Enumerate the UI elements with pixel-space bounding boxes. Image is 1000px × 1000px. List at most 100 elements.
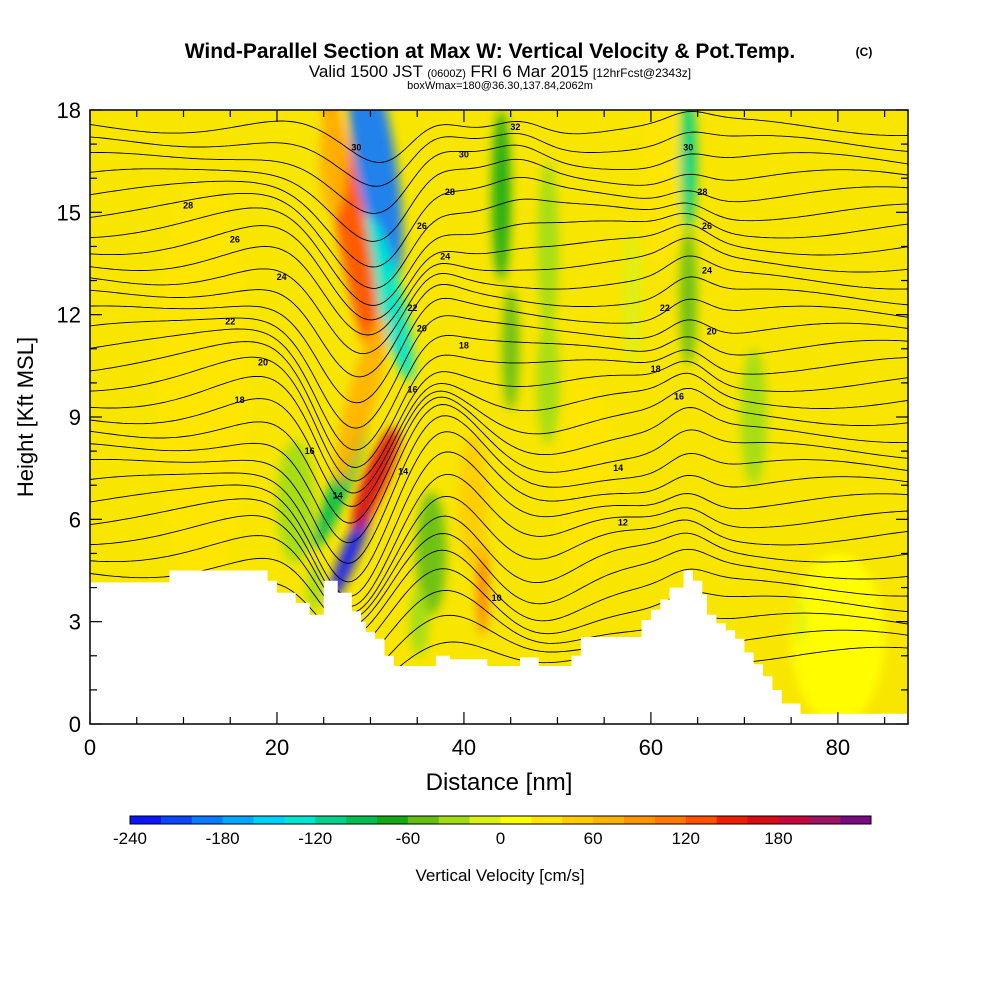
- terrain-mask: [90, 570, 908, 724]
- x-tick-label: 20: [265, 735, 289, 760]
- theta-contour-26: [90, 192, 908, 289]
- contour-label-17: 20: [417, 323, 427, 333]
- velocity-feature-13: [502, 287, 520, 411]
- copyright-mark: (C): [856, 45, 873, 59]
- colorbar-frame: [129, 815, 872, 825]
- subtitle-utc: (0600Z): [427, 68, 466, 80]
- theta-contour-8: [90, 473, 908, 607]
- y-tick-label: 15: [57, 200, 81, 225]
- colorbar-swatch-21: [778, 816, 810, 824]
- velocity-feature-17: [679, 229, 697, 366]
- velocity-feature-9: [409, 587, 429, 656]
- contour-label-24: 16: [674, 392, 684, 402]
- velocity-feature-20: [276, 440, 315, 564]
- x-axis: 0 20 40 60 80: [84, 110, 886, 760]
- colorbar-tick-label: 0: [496, 829, 505, 848]
- contour-label-27: 14: [613, 463, 623, 473]
- x-tick-label: 0: [84, 735, 96, 760]
- contour-label-10: 24: [277, 272, 287, 282]
- theta-contour-19: [90, 315, 908, 429]
- theta-contour-31: [90, 111, 908, 163]
- theta-contour-28: [90, 158, 908, 242]
- x-axis-label: Distance [nm]: [426, 769, 573, 796]
- colorbar-tick-label: 180: [764, 829, 792, 848]
- colorbar-tick-label: -60: [396, 829, 421, 848]
- contour-label-1: 30: [459, 149, 469, 159]
- y-tick-label: 18: [57, 98, 81, 123]
- colorbar-tick-label: -180: [206, 829, 240, 848]
- y-tick-label: 9: [69, 405, 81, 430]
- theta-contour-16: [90, 356, 908, 482]
- velocity-feature-6: [351, 427, 399, 530]
- velocity-feature-25: [791, 553, 885, 724]
- contour-label-18: 20: [707, 327, 717, 337]
- colorbar-swatch-23: [840, 816, 872, 824]
- colorbar-swatch-8: [377, 816, 409, 824]
- plot-area: 30 30 30 32 28 28 28 26 26 26 24 24 24 22 22 22 20 20 20 18…: [90, 110, 908, 724]
- contour-label-7: 26: [230, 235, 240, 245]
- colorbar-swatch-16: [624, 816, 656, 824]
- theta-contour-15: [90, 372, 908, 494]
- colorbar-swatch-12: [500, 816, 532, 824]
- colorbar-tick-label: 120: [672, 829, 700, 848]
- subtitle-forecast: [12hrFcst@2343z]: [593, 66, 691, 80]
- contour-labels: 30 30 30 32 28 28 28 26 26 26 24 24 24 22 22 22 20 20 20 18…: [183, 122, 717, 603]
- theta-contour-13: [90, 396, 908, 524]
- colorbar-swatch-5: [284, 816, 316, 824]
- contour-label-6: 28: [697, 187, 707, 197]
- contour-label-20: 18: [459, 340, 469, 350]
- velocity-feature-23: [557, 382, 614, 588]
- contour-label-11: 24: [440, 252, 450, 262]
- contour-label-5: 28: [445, 187, 455, 197]
- velocity-feature-18: [622, 229, 642, 366]
- subtitle-date: FRI 6 Mar 2015: [470, 62, 588, 81]
- velocity-feature-24: [641, 110, 679, 264]
- theta-contour-12: [90, 404, 908, 544]
- theta-contour-6: [90, 515, 908, 619]
- colorbar-swatch-11: [469, 816, 501, 824]
- y-tick-label: 12: [57, 303, 81, 328]
- contour-label-21: 18: [651, 364, 661, 374]
- colorbar-swatch-13: [531, 816, 563, 824]
- chart-title: Wind-Parallel Section at Max W: Vertical…: [185, 40, 796, 63]
- theta-contour-17: [90, 341, 908, 468]
- contour-label-28: 12: [618, 518, 628, 528]
- theta-contour-21: [90, 276, 908, 378]
- theta-contour-18: [90, 328, 908, 451]
- colorbar-swatch-18: [685, 816, 717, 824]
- contour-label-9: 26: [702, 221, 712, 231]
- velocity-feature-7: [335, 317, 388, 483]
- theta-contour-9: [90, 451, 908, 597]
- theta-contour-10: [90, 431, 908, 583]
- contour-label-25: 14: [333, 490, 343, 500]
- contour-label-15: 22: [660, 303, 670, 313]
- x-tick-label: 60: [639, 735, 663, 760]
- contour-label-19: 18: [235, 395, 245, 405]
- x-tick-label: 80: [826, 735, 850, 760]
- contour-label-12: 24: [702, 265, 712, 275]
- theta-contour-29: [90, 144, 908, 214]
- velocity-feature-16: [679, 110, 697, 230]
- velocity-feature-26: [794, 597, 807, 646]
- colorbar-swatch-3: [222, 816, 254, 824]
- theta-contour-14: [90, 387, 908, 507]
- colorbar-swatch-0: [130, 816, 162, 824]
- colorbar-swatch-19: [716, 816, 748, 824]
- colorbar-tick-label: -240: [113, 829, 147, 848]
- velocity-feature-19: [740, 348, 767, 486]
- colorbar-swatch-1: [160, 816, 193, 824]
- colorbar-swatch-2: [191, 816, 223, 824]
- colorbar-swatch-4: [253, 816, 285, 824]
- theta-contours: [90, 111, 908, 699]
- subtitle-valid: Valid 1500 JST: [309, 62, 423, 81]
- contour-label-8: 26: [417, 221, 427, 231]
- colorbar-swatch-22: [809, 816, 841, 824]
- contour-label-13: 22: [225, 316, 235, 326]
- theta-contour-11: [90, 415, 908, 564]
- theta-contour-7: [90, 495, 908, 614]
- contour-label-14: 22: [408, 303, 418, 313]
- chart-subtitle: Valid 1500 JST (0600Z) FRI 6 Mar 2015 [1…: [309, 62, 691, 81]
- colorbar-tick-label: 60: [584, 829, 603, 848]
- velocity-feature-11: [459, 434, 488, 571]
- velocity-feature-0: [347, 110, 403, 280]
